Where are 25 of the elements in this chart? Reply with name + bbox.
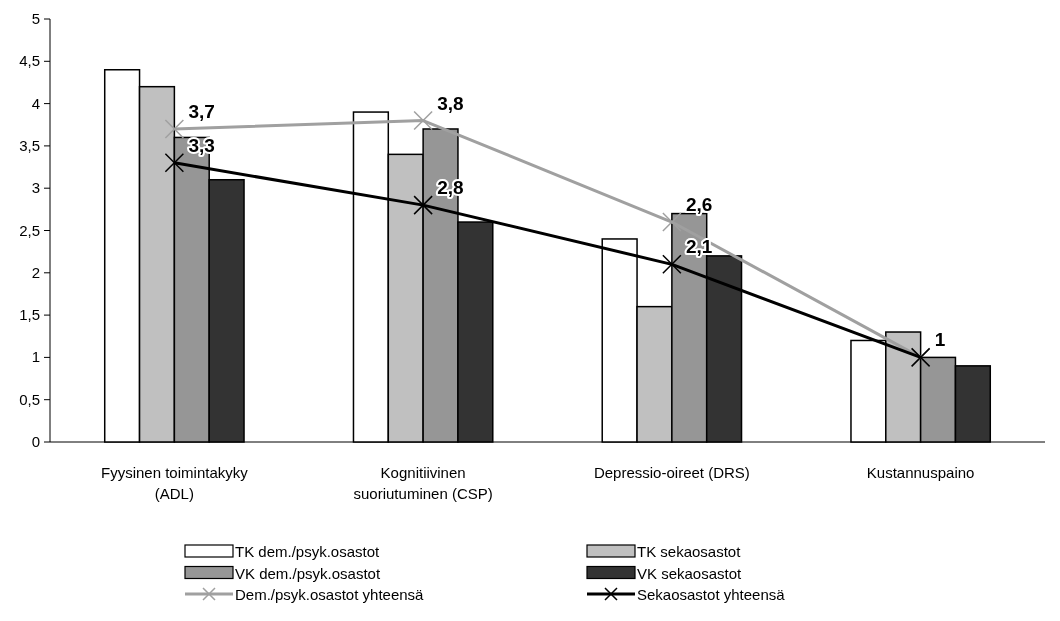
legend-label: VK dem./psyk.osastot: [235, 564, 381, 582]
data-label: 3,7: [188, 100, 215, 122]
x-tick-label: Fyysinen toimintakyky (ADL): [101, 464, 249, 502]
y-tick-label: 1,5: [19, 306, 40, 324]
y-tick-label: 2,5: [19, 221, 40, 239]
y-tick-label: 0: [31, 433, 40, 450]
x-tick-label: Depressio-oireet (DRS): [593, 464, 750, 481]
legend-label: Dem./psyk.osastot yhteensä: [235, 586, 425, 603]
y-tick-label: 4,5: [19, 52, 40, 70]
x-tick-label: Kustannuspaino: [866, 464, 975, 481]
y-tick-label: 3,5: [19, 136, 40, 154]
legend-label: TK sekaosastot: [637, 543, 742, 560]
y-tick-label: 0,5: [19, 390, 40, 408]
y-tick-label: 3: [31, 179, 40, 197]
y-tick-label: 1: [31, 348, 40, 366]
y-tick-label: 5: [31, 10, 40, 27]
x-tick-label: Kognitiivinen suoriutuminen (CSP): [353, 464, 493, 502]
data-label: 3,8: [437, 92, 464, 114]
y-tick-label: 4: [31, 94, 40, 112]
data-label: 1: [934, 329, 946, 351]
data-label: 2,6: [685, 194, 713, 216]
legend-label: Sekaosastot yhteensä: [637, 586, 786, 603]
y-tick-label: 2: [31, 263, 40, 281]
legend-label: VK sekaosastot: [637, 564, 743, 582]
legend-label: TK dem./psyk.osastot: [235, 543, 381, 560]
